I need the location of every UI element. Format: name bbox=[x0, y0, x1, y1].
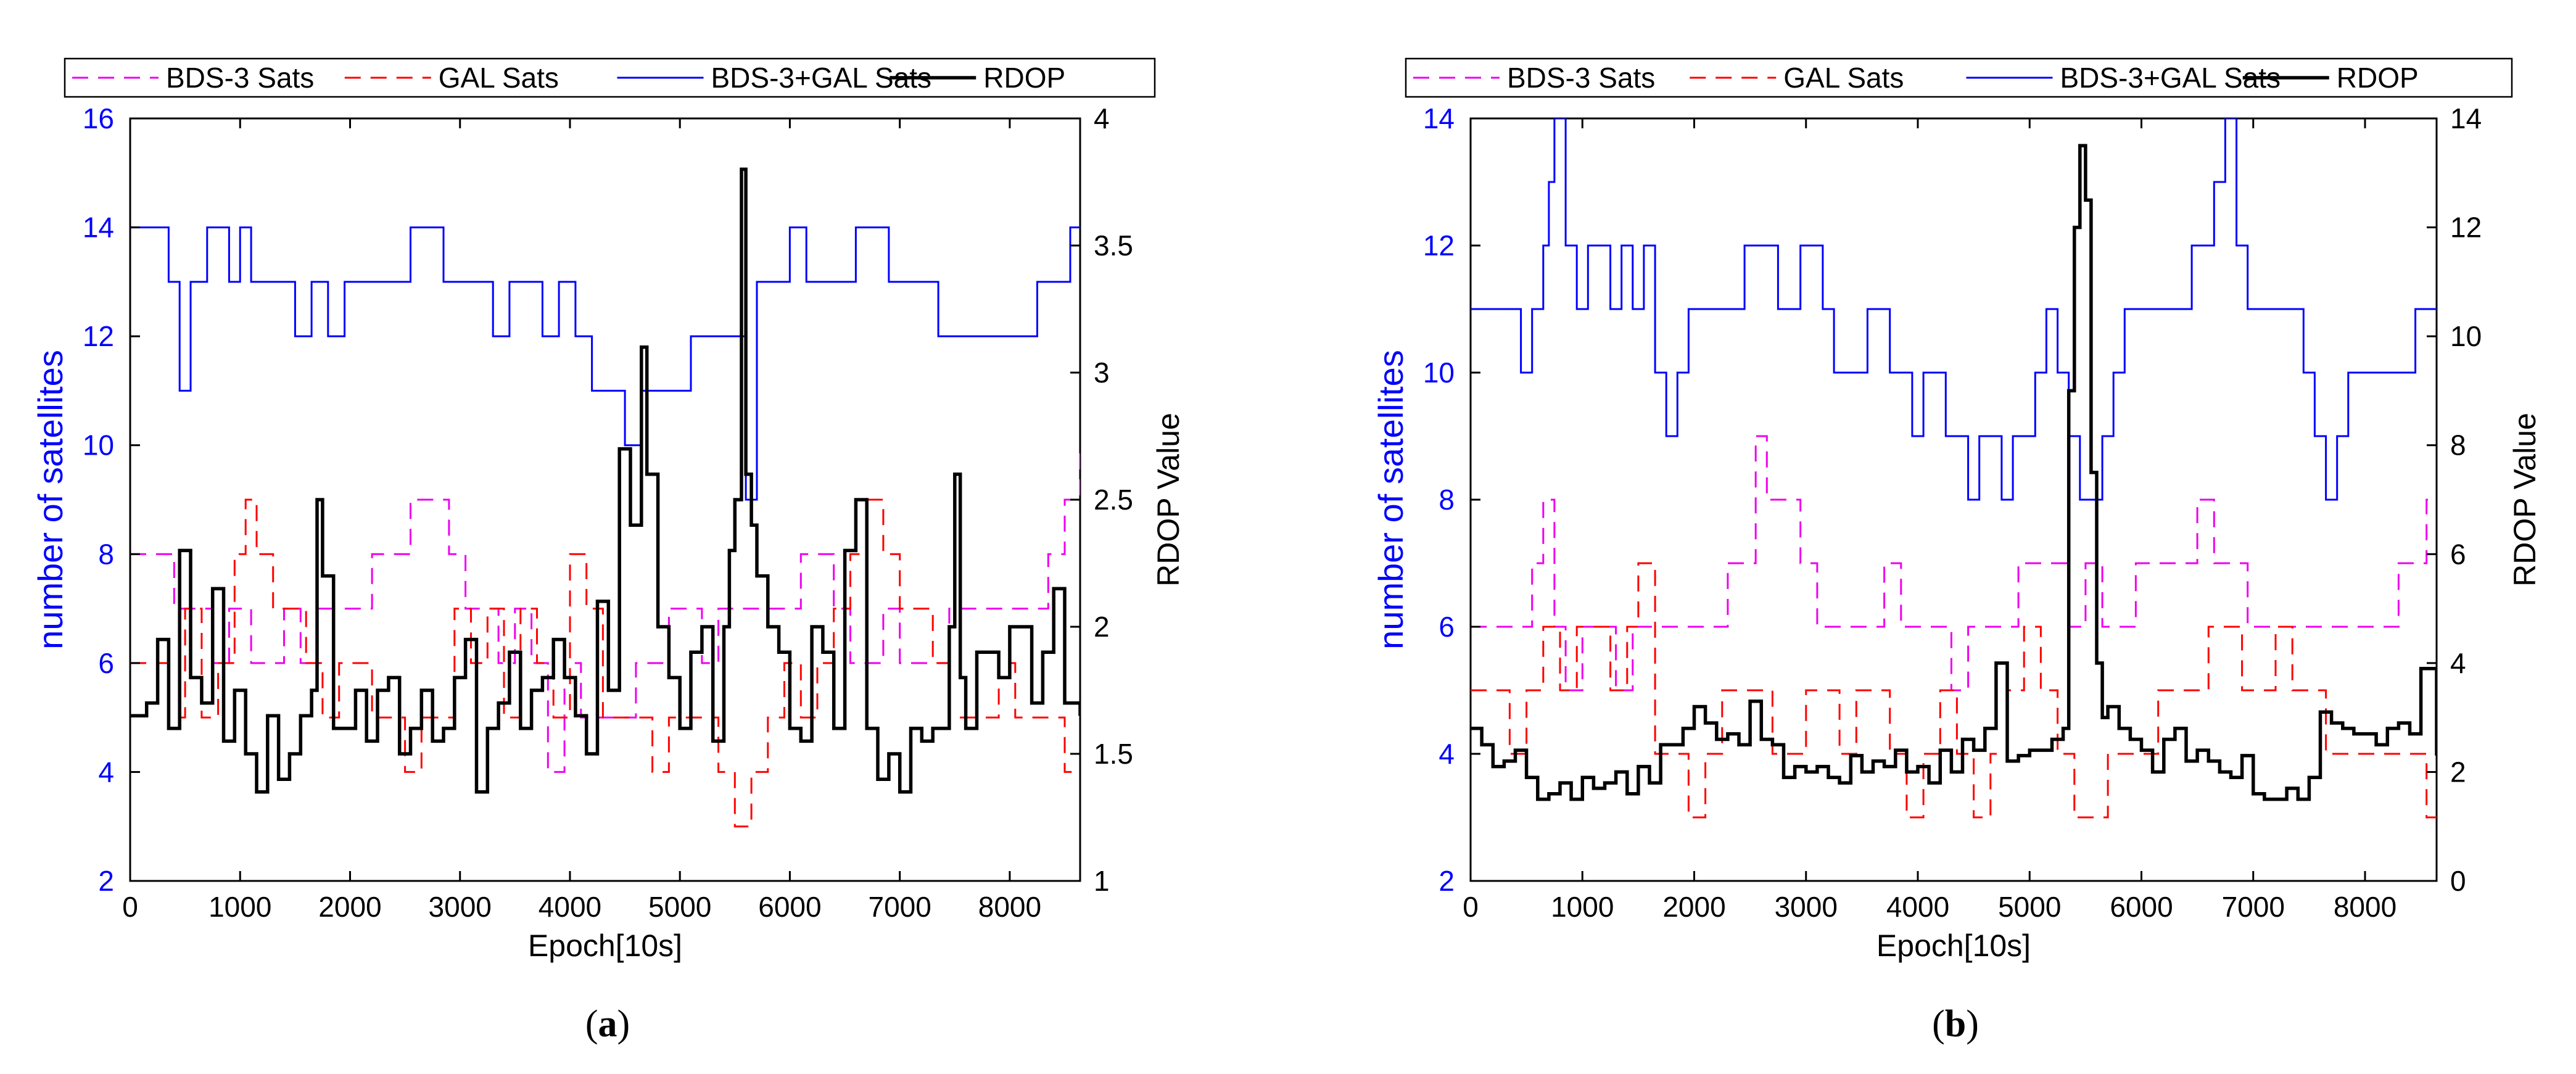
caption-paren-open: ( bbox=[1932, 1003, 1945, 1045]
y-right-tick-label: 1 bbox=[1094, 865, 1110, 897]
series-line-bds-3-sats bbox=[1471, 435, 2437, 692]
y-right-tick-label: 4 bbox=[1094, 102, 1110, 134]
y-right-tick-label: 3.5 bbox=[1094, 229, 1133, 262]
series-line-rdop bbox=[130, 167, 1080, 794]
y-left-tick-label: 14 bbox=[83, 212, 114, 244]
plot-area bbox=[1469, 117, 2438, 882]
y-right-axis-label: RDOP Value bbox=[2508, 413, 2542, 587]
caption-paren-open: ( bbox=[585, 1003, 598, 1045]
series-line-bds-3-gal-sats bbox=[1471, 118, 2437, 501]
x-tick-label: 0 bbox=[1463, 891, 1479, 923]
y-left-tick-label: 4 bbox=[1439, 738, 1455, 770]
chart-panel-a: 0 1000 2000 3000 4000 5000 6000 7000 8000 2 4 6 8 10 1… bbox=[31, 57, 1186, 1045]
plot-area bbox=[129, 117, 1081, 882]
y-left-tick-label: 10 bbox=[1423, 357, 1455, 389]
y-right-axis-label: RDOP Value bbox=[1151, 413, 1186, 587]
legend-label: GAL Sats bbox=[439, 62, 559, 94]
y-right-tick-label: 3 bbox=[1094, 357, 1110, 389]
x-tick-label: 7000 bbox=[2222, 891, 2285, 923]
y-left-tick-label: 6 bbox=[1439, 611, 1455, 643]
y-left-tick-label: 2 bbox=[1439, 865, 1455, 897]
y-left-tick-label: 12 bbox=[83, 320, 114, 352]
y-left-axis-label: number of satellites bbox=[31, 350, 70, 650]
y-right-tick-label: 2 bbox=[1094, 611, 1110, 643]
x-axis-label: Epoch[10s] bbox=[528, 928, 682, 963]
y-left-tick-label: 12 bbox=[1423, 229, 1455, 262]
panel-caption: (b) bbox=[1932, 1003, 1979, 1045]
chart-panel-b: 0 1000 2000 3000 4000 5000 6000 7000 8000 2 4 6 8 10 1… bbox=[1371, 57, 2542, 1045]
panel-caption: (a) bbox=[585, 1003, 630, 1045]
legend-label: GAL Sats bbox=[1783, 62, 1904, 94]
x-tick-label: 2000 bbox=[1662, 891, 1725, 923]
y-left-tick-label: 6 bbox=[98, 647, 114, 679]
y-right-tick-label: 4 bbox=[2450, 647, 2466, 679]
x-tick-label: 8000 bbox=[978, 891, 1041, 923]
caption-letter: a bbox=[598, 1003, 617, 1045]
y-right-tick-label: 1.5 bbox=[1094, 738, 1133, 770]
x-tick-label: 5000 bbox=[1998, 891, 2061, 923]
x-tick-label: 3000 bbox=[429, 891, 492, 923]
series-line-gal-sats bbox=[130, 498, 1080, 828]
series-group bbox=[1471, 118, 2437, 819]
x-tick-label: 0 bbox=[122, 891, 138, 923]
y-right-tick-label: 2 bbox=[2450, 756, 2466, 788]
y-right-tick-label: 12 bbox=[2450, 212, 2482, 244]
legend-label: BDS-3 Sats bbox=[1507, 62, 1655, 94]
series-line-bds-3-gal-sats bbox=[130, 226, 1080, 501]
x-tick-label: 6000 bbox=[758, 891, 821, 923]
y-right-tick-label: 0 bbox=[2450, 865, 2466, 897]
legend-label: RDOP bbox=[2337, 62, 2419, 94]
x-axis-label: Epoch[10s] bbox=[1876, 928, 2031, 963]
legend: BDS-3 Sats GAL Sats BDS-3+GAL Sats RDOP bbox=[64, 57, 1156, 98]
x-tick-label: 2000 bbox=[318, 891, 381, 923]
caption-paren-close: ) bbox=[617, 1003, 630, 1045]
x-tick-label: 4000 bbox=[539, 891, 601, 923]
series-group bbox=[130, 167, 1080, 828]
x-tick-label: 1000 bbox=[1551, 891, 1614, 923]
y-left-tick-label: 16 bbox=[83, 102, 114, 134]
x-tick-label: 7000 bbox=[869, 891, 931, 923]
x-tick-label: 6000 bbox=[2110, 891, 2173, 923]
y-left-tick-label: 2 bbox=[98, 865, 114, 897]
y-right-tick-label: 14 bbox=[2450, 102, 2482, 134]
x-tick-label: 1000 bbox=[208, 891, 271, 923]
x-tick-label: 5000 bbox=[648, 891, 711, 923]
y-right-tick-label: 8 bbox=[2450, 429, 2466, 461]
y-left-tick-label: 4 bbox=[98, 756, 114, 788]
y-left-tick-label: 14 bbox=[1423, 102, 1455, 134]
series-line-gal-sats bbox=[1471, 562, 2437, 819]
y-left-axis-label: number of satellites bbox=[1371, 350, 1410, 650]
y-left-tick-label: 8 bbox=[98, 538, 114, 570]
legend: BDS-3 Sats GAL Sats BDS-3+GAL Sats RDOP bbox=[1405, 57, 2513, 98]
legend-label: BDS-3 Sats bbox=[166, 62, 314, 94]
series-line-rdop bbox=[1471, 144, 2437, 801]
legend-label: RDOP bbox=[983, 62, 1065, 94]
x-tick-label: 3000 bbox=[1775, 891, 1838, 923]
x-tick-label: 8000 bbox=[2334, 891, 2396, 923]
y-left-tick-label: 8 bbox=[1439, 484, 1455, 516]
caption-letter: b bbox=[1945, 1003, 1966, 1045]
y-right-tick-label: 2.5 bbox=[1094, 484, 1133, 516]
caption-paren-close: ) bbox=[1966, 1003, 1979, 1045]
y-right-tick-label: 6 bbox=[2450, 538, 2466, 570]
x-tick-label: 4000 bbox=[1886, 891, 1949, 923]
y-left-tick-label: 10 bbox=[83, 429, 114, 461]
y-right-tick-label: 10 bbox=[2450, 320, 2482, 352]
